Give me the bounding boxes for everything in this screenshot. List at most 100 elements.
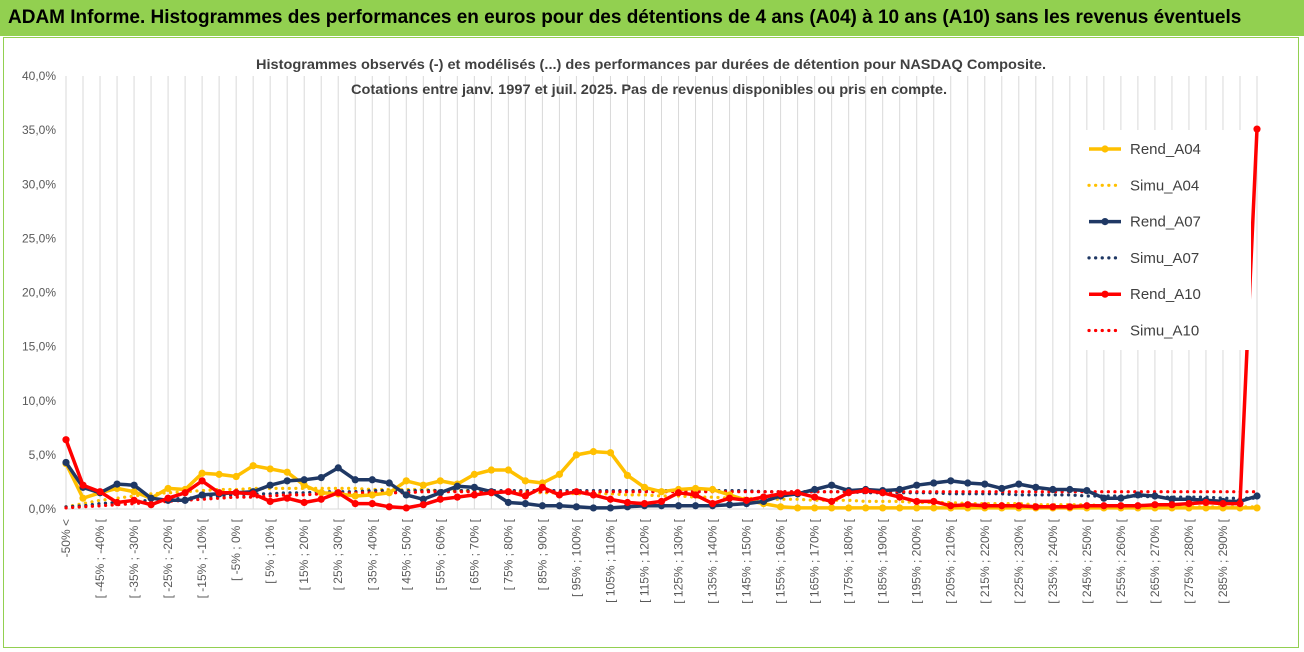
data-point [777, 490, 785, 498]
legend-label-rend-a10: Rend_A10 [1130, 286, 1201, 303]
legend: Rend_A04 Simu_A04 Rend_A07 Simu_A07 Rend_A10… [1073, 130, 1251, 350]
data-point [436, 477, 444, 485]
data-point [198, 477, 206, 485]
data-point [1151, 492, 1159, 500]
data-point [828, 504, 836, 512]
y-tick-label: 20,0% [22, 286, 56, 300]
legend-marker [1101, 290, 1109, 298]
data-point [283, 494, 291, 502]
x-tick-label: [ 55% ; 60% [ [433, 518, 447, 590]
data-point [879, 489, 887, 497]
data-point [470, 483, 478, 491]
data-point [879, 504, 887, 512]
data-point [913, 481, 921, 489]
data-point [164, 484, 172, 493]
legend-label-simu-a04: Simu_A04 [1130, 177, 1199, 194]
data-point [811, 504, 819, 512]
data-point [640, 483, 649, 491]
data-point [62, 458, 70, 467]
data-point [1202, 498, 1210, 507]
data-point [589, 448, 598, 456]
x-tick-label: [ 85% ; 90% [ [535, 518, 549, 590]
x-tick-label: [ 15% ; 20% [ [297, 518, 311, 590]
data-point [657, 497, 666, 506]
data-point [572, 488, 581, 496]
data-point [964, 479, 972, 487]
data-point [811, 485, 819, 494]
data-point [555, 470, 564, 478]
data-point [794, 489, 802, 497]
report-title: ADAM Informe. Histogrammes des performan… [8, 7, 1242, 28]
data-point [1066, 485, 1074, 494]
data-point [1202, 504, 1210, 512]
data-point [1253, 125, 1261, 133]
data-point [385, 479, 393, 487]
data-point [623, 498, 632, 507]
data-point [896, 493, 904, 501]
data-point [725, 494, 734, 502]
data-point [232, 489, 240, 497]
data-point [283, 468, 291, 476]
data-point [759, 493, 768, 501]
data-point [368, 491, 376, 499]
data-point [402, 504, 410, 512]
data-point [623, 471, 632, 480]
data-point [845, 489, 853, 497]
data-point [606, 504, 615, 512]
data-point [147, 501, 155, 509]
data-point [79, 481, 87, 489]
data-point [351, 499, 359, 508]
data-point [487, 466, 495, 474]
x-tick-label: [ 245% ; 250% [ [1080, 518, 1094, 603]
data-point [691, 491, 700, 499]
series-simu-a10 [64, 490, 1259, 510]
data-point [1168, 501, 1176, 509]
series-line-simu-a07 [64, 489, 1259, 509]
data-point [1151, 501, 1159, 509]
x-tick-label: [ 65% ; 70% [ [467, 518, 481, 590]
data-point [555, 502, 564, 510]
data-point [606, 495, 615, 503]
data-point [453, 493, 461, 501]
x-tick-label: -50% < [59, 519, 73, 557]
data-point [640, 499, 649, 508]
x-tick-label: [ 225% ; 230% [ [1012, 518, 1026, 603]
legend-label-rend-a04: Rend_A04 [1130, 141, 1201, 158]
data-point [232, 472, 240, 481]
data-point [130, 496, 138, 504]
data-point [947, 477, 955, 485]
data-point [504, 498, 512, 507]
data-point [181, 496, 189, 504]
data-point [1117, 502, 1125, 510]
y-tick-label: 25,0% [22, 231, 56, 245]
data-point [368, 499, 376, 508]
data-point [708, 485, 717, 494]
legend-marker [1101, 218, 1109, 226]
data-point [674, 489, 683, 497]
x-tick-label: [ -45% ; -40% [ [93, 518, 107, 598]
x-tick-label: [ 195% ; 200% [ [910, 518, 924, 603]
data-point [249, 462, 257, 470]
data-point [164, 494, 172, 502]
data-point [1219, 499, 1227, 508]
x-tick-label: [ -25% ; -20% [ [161, 518, 175, 598]
data-point [334, 464, 342, 472]
chart-frame [3, 37, 1299, 648]
x-tick-label: [ 95% ; 100% [ [569, 518, 583, 597]
data-point [572, 503, 581, 511]
data-point [828, 497, 836, 506]
y-tick-label: 0,0% [29, 502, 57, 516]
data-point [521, 492, 529, 500]
chart-subtitle: Cotations entre janv. 1997 et juil. 2025… [351, 81, 947, 97]
data-point [249, 490, 257, 498]
data-point [555, 491, 564, 499]
x-tick-label: [ 215% ; 220% [ [978, 518, 992, 603]
report-header: ADAM Informe. Histogrammes des performan… [0, 0, 1304, 36]
chart-title: Histogrammes observés (-) et modélisés (… [256, 56, 1046, 72]
data-point [811, 493, 819, 501]
data-point [777, 503, 785, 511]
x-tick-label: [ 285% ; 290% [ [1216, 518, 1230, 603]
data-point [504, 488, 512, 496]
data-point [113, 480, 121, 488]
